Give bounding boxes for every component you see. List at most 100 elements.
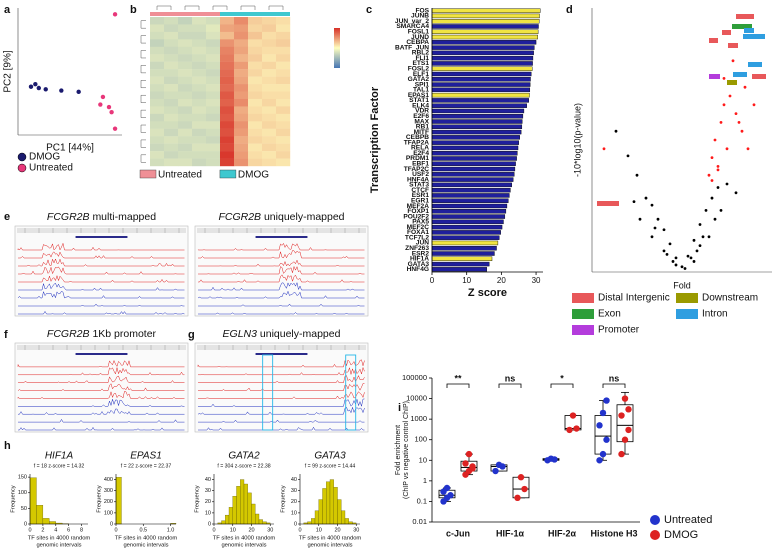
y-tick-label: JUNB xyxy=(411,13,429,20)
point xyxy=(635,173,639,177)
bar xyxy=(431,29,539,34)
histogram-subtitle: f = 22 z-score = 22.37 xyxy=(121,463,172,469)
heatmap-cell xyxy=(164,31,179,40)
y-tick-label: EGR1 xyxy=(411,197,429,204)
point xyxy=(707,173,711,177)
y-axis-label: Frequency xyxy=(11,485,17,512)
heatmap-cell xyxy=(178,113,193,122)
point xyxy=(551,456,558,463)
heatmap-cell xyxy=(248,106,263,115)
heatmap-cell xyxy=(262,98,277,107)
y-tick-label: 100 xyxy=(104,510,113,516)
point xyxy=(731,59,735,63)
heatmap-cell xyxy=(220,136,235,144)
histogram-bar xyxy=(236,486,241,525)
x-tick-label: 0.5 xyxy=(139,527,147,533)
heatmap-cell xyxy=(150,54,165,62)
point xyxy=(566,426,573,434)
browser-frame xyxy=(194,342,369,433)
heatmap-cell xyxy=(276,91,291,100)
point xyxy=(33,82,38,87)
heatmap-cell xyxy=(150,106,165,115)
point xyxy=(514,494,521,502)
histogram-bar xyxy=(337,499,342,525)
y-tick-label: RELA xyxy=(411,145,429,152)
bar xyxy=(431,45,535,50)
y-axis-label: Frequency xyxy=(281,485,287,512)
y-tick-label: ETS1 xyxy=(413,60,430,67)
heatmap-cell xyxy=(178,39,193,47)
heatmap-cell xyxy=(150,24,165,33)
heatmap-cell xyxy=(276,128,291,137)
heatmap-cell xyxy=(192,121,207,129)
point xyxy=(707,235,711,239)
heatmap-cell xyxy=(220,143,235,152)
significance-label: * xyxy=(560,373,564,383)
bar xyxy=(431,256,493,262)
x-tick-label: 0 xyxy=(114,527,117,533)
coverage-track xyxy=(198,312,365,315)
legend-label: Promoter xyxy=(598,325,640,336)
point xyxy=(469,465,476,472)
heatmap-cell xyxy=(248,54,263,62)
y-tick-label: POU2F2 xyxy=(403,213,429,220)
heatmap-cell xyxy=(276,69,291,77)
x-axis-label: genomic intervals xyxy=(36,543,81,549)
heatmap-cell xyxy=(276,31,291,40)
heatmap-cell xyxy=(276,113,291,122)
colorbar xyxy=(334,28,340,68)
heatmap-cell xyxy=(220,98,235,107)
bar xyxy=(431,219,504,225)
point xyxy=(692,238,696,242)
y-tick-label: BATF_JUN xyxy=(395,44,429,51)
heatmap-cell xyxy=(206,69,221,77)
coverage-track xyxy=(17,290,185,299)
x-tick-label: 0 xyxy=(298,527,301,533)
heatmap-cell xyxy=(220,113,235,122)
histogram-bar xyxy=(225,514,230,525)
point xyxy=(716,165,720,168)
point xyxy=(112,12,118,17)
heatmap-cell xyxy=(276,136,291,144)
heatmap-cell xyxy=(262,31,277,40)
point xyxy=(698,244,702,248)
point xyxy=(734,191,738,195)
heatmap-cell xyxy=(220,151,235,159)
heatmap-cell xyxy=(178,151,193,159)
heatmap-cell xyxy=(192,69,207,77)
heatmap-cell xyxy=(150,121,165,129)
legend-label: Untreated xyxy=(664,514,712,526)
heatmap-cell xyxy=(164,158,179,167)
y-tick-label: 0 xyxy=(294,521,297,527)
x-tick-label: 20 xyxy=(248,527,254,533)
heatmap-cell xyxy=(262,84,277,92)
heatmap-cell xyxy=(234,151,249,159)
point xyxy=(618,450,625,458)
point xyxy=(674,256,678,260)
bar xyxy=(431,92,530,98)
heatmap-cell xyxy=(150,128,165,137)
heatmap-cell xyxy=(234,17,249,25)
point xyxy=(686,254,690,258)
legend-swatch xyxy=(572,293,594,303)
heatmap-cell xyxy=(150,143,165,152)
y-tick-label: STAT1 xyxy=(409,97,429,104)
heatmap-cell xyxy=(192,54,207,62)
heatmap-cell xyxy=(262,54,277,62)
point xyxy=(100,94,106,100)
y-tick-label: PAX5 xyxy=(412,219,429,226)
point xyxy=(573,425,580,432)
heatmap-cell xyxy=(248,98,263,107)
point xyxy=(521,485,528,493)
y-tick-label: 0 xyxy=(24,521,27,527)
heatmap-cell xyxy=(192,98,207,107)
heatmap-cell xyxy=(220,17,235,25)
x-tick-label: Histone H3 xyxy=(590,528,637,538)
legend-label: Intron xyxy=(702,309,728,320)
panel-letter: e xyxy=(4,211,10,223)
heatmap-cell xyxy=(206,24,221,33)
browser-subtitle: 1Kb promoter xyxy=(92,328,156,340)
coverage-track xyxy=(197,391,365,399)
y-tick-label: EPAS1 xyxy=(408,92,429,99)
